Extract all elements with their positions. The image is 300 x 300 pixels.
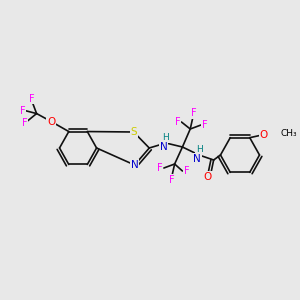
Text: F: F: [191, 108, 197, 118]
Text: F: F: [175, 117, 180, 127]
Text: S: S: [130, 127, 137, 137]
Text: F: F: [29, 94, 34, 103]
Text: N: N: [193, 154, 201, 164]
Text: F: F: [184, 166, 189, 176]
Text: H: H: [163, 134, 169, 142]
Text: CH₃: CH₃: [281, 129, 298, 138]
Text: F: F: [202, 120, 208, 130]
Text: N: N: [160, 142, 168, 152]
Text: O: O: [47, 116, 55, 127]
Text: N: N: [131, 160, 139, 170]
Text: F: F: [22, 118, 28, 128]
Text: O: O: [204, 172, 212, 182]
Text: H: H: [196, 146, 202, 154]
Text: F: F: [169, 175, 175, 185]
Text: F: F: [20, 106, 26, 116]
Text: F: F: [157, 163, 163, 173]
Text: O: O: [259, 130, 268, 140]
